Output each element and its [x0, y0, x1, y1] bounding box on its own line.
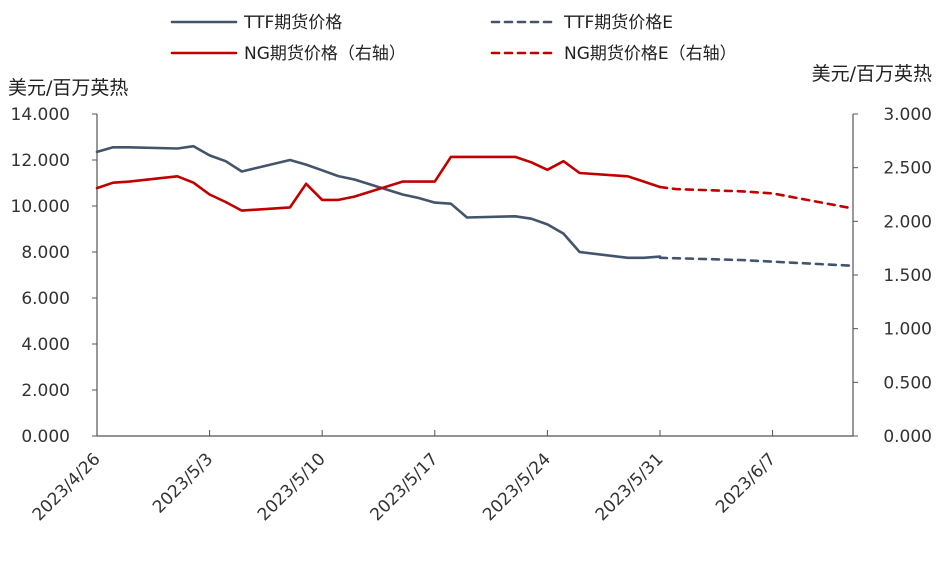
y-right-axis-label: 美元/百万英热 [812, 63, 932, 85]
legend-label-3: NG期货价格E（右轴） [564, 44, 737, 64]
y-left-axis-label: 美元/百万英热 [8, 77, 128, 99]
series-line-1 [658, 256, 855, 268]
legend-label-0: TTF期货价格 [243, 13, 342, 33]
series-line-2 [95, 155, 662, 212]
y-right-tick-label: 1.500 [883, 266, 932, 286]
y-left-tick-label: 14.000 [11, 105, 70, 125]
y-right-tick-label: 0.500 [883, 373, 932, 393]
x-tick-label: 2023/5/10 [254, 449, 330, 525]
series-line-3 [658, 185, 855, 210]
x-tick-label: 2023/6/7 [712, 449, 780, 517]
x-tick-label: 2023/5/17 [367, 449, 443, 525]
y-left-tick-label: 6.000 [21, 289, 70, 309]
y-right-tick-label: 3.000 [883, 105, 932, 125]
legend-label-2: NG期货价格（右轴） [244, 44, 406, 64]
legend-label-1: TTF期货价格E [563, 13, 673, 33]
y-right-tick-label: 2.000 [883, 212, 932, 232]
y-right-tick-label: 2.500 [883, 159, 932, 179]
x-tick-label: 2023/5/31 [592, 449, 668, 525]
y-left-tick-label: 10.000 [11, 197, 70, 217]
x-tick-label: 2023/5/24 [479, 449, 555, 525]
y-left-tick-label: 12.000 [11, 151, 70, 171]
y-left-tick-label: 0.000 [21, 427, 70, 447]
y-left-tick-label: 2.000 [21, 381, 70, 401]
series-layer [95, 144, 855, 268]
axes: 0.000 2.000 4.000 6.000 8.000 10.000 12.000 14.… [11, 105, 932, 525]
y-right-tick-label: 1.000 [883, 320, 932, 340]
series-line-0 [95, 144, 662, 260]
x-tick-label: 2023/5/3 [149, 449, 217, 517]
y-left-tick-label: 8.000 [21, 243, 70, 263]
y-left-tick-label: 4.000 [21, 335, 70, 355]
x-tick-label: 2023/4/26 [29, 449, 105, 525]
y-right-tick-label: 0.000 [883, 427, 932, 447]
legend: TTF期货价格 TTF期货价格E NG期货价格（右轴） NG期货价格E（右轴） [170, 13, 737, 64]
